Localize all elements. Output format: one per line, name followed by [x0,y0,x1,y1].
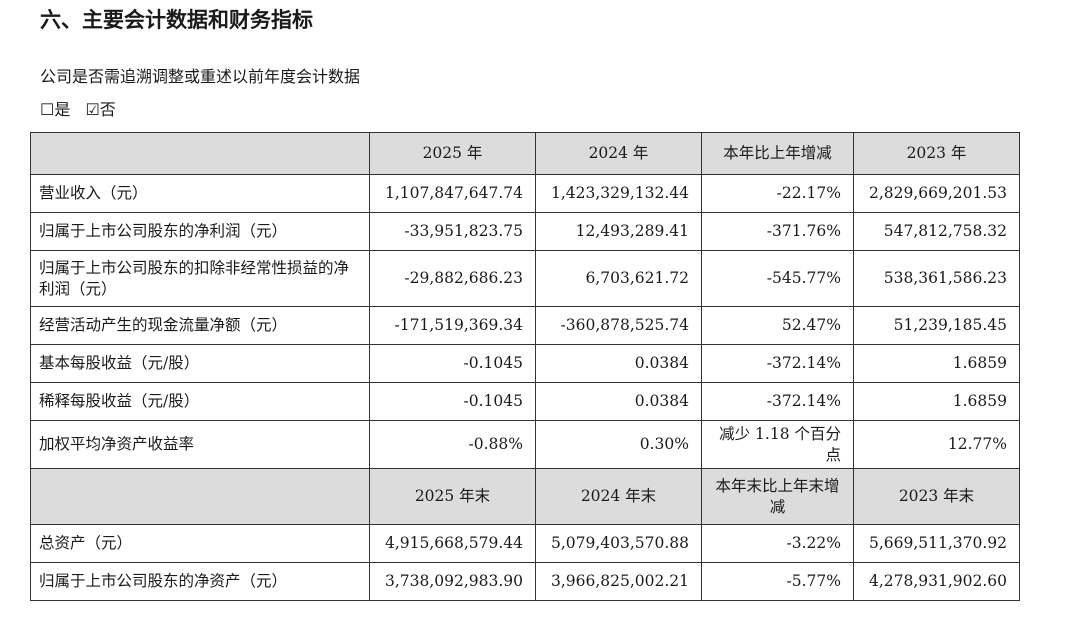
cell-value: -372.14% [701,344,854,383]
cell-value: -371.76% [701,212,854,251]
subheader-cell-2025: 2025 年末 [369,468,536,525]
cell-value: -372.14% [701,382,854,421]
cell-value: 0.0384 [535,344,702,383]
table-header-row: 2025 年 2024 年 本年比上年增减 2023 年 [30,132,1020,175]
table-row: 归属于上市公司股东的扣除非经常性损益的净利润（元） -29,882,686.23… [30,250,1020,307]
cell-value: 0.30% [535,420,702,469]
row-label: 营业收入（元） [30,174,370,213]
cell-value: 5,669,511,370.92 [853,524,1020,563]
table-subheader-row: 2025 年末 2024 年末 本年末比上年末增减 2023 年末 [30,468,1020,525]
cell-value: 12.77% [853,420,1020,469]
row-label: 基本每股收益（元/股） [30,344,370,383]
cell-value: -22.17% [701,174,854,213]
cell-value: 减少 1.18 个百分点 [701,420,854,469]
header-cell-2024: 2024 年 [535,132,702,175]
cell-value: 1.6859 [853,344,1020,383]
table-row: 总资产（元） 4,915,668,579.44 5,079,403,570.88… [30,524,1020,563]
financial-indicators-table: 2025 年 2024 年 本年比上年增减 2023 年 营业收入（元） 1,1… [30,132,1020,601]
cell-value: -171,519,369.34 [369,306,536,345]
cell-value: -545.77% [701,250,854,307]
cell-value: -33,951,823.75 [369,212,536,251]
cell-value: 3,738,092,983.90 [369,562,536,601]
cell-value: 2,829,669,201.53 [853,174,1020,213]
cell-value: -360,878,525.74 [535,306,702,345]
restatement-question: 公司是否需追溯调整或重述以前年度会计数据 [40,67,361,86]
row-label: 加权平均净资产收益率 [30,420,370,469]
subheader-cell-label [30,468,370,525]
row-label: 总资产（元） [30,524,370,563]
cell-value: -0.88% [369,420,536,469]
cell-value: 12,493,289.41 [535,212,702,251]
option-yes-label: 是 [54,100,71,119]
subheader-cell-change: 本年末比上年末增减 [701,468,854,525]
cell-value: -3.22% [701,524,854,563]
cell-value: 1,107,847,647.74 [369,174,536,213]
cell-value: -29,882,686.23 [369,250,536,307]
cell-value: 52.47% [701,306,854,345]
row-label: 归属于上市公司股东的净利润（元） [30,212,370,251]
restatement-options: ☐是 ☑否 [40,99,116,121]
cell-value: -0.1045 [369,382,536,421]
cell-value: -5.77% [701,562,854,601]
section-title: 六、主要会计数据和财务指标 [40,8,313,32]
cell-value: 51,239,185.45 [853,306,1020,345]
cell-value: 6,703,621.72 [535,250,702,307]
row-label: 归属于上市公司股东的净资产（元） [30,562,370,601]
cell-value: 3,966,825,002.21 [535,562,702,601]
checkbox-no-icon[interactable]: ☑ [85,100,100,119]
table-row: 稀释每股收益（元/股） -0.1045 0.0384 -372.14% 1.68… [30,382,1020,421]
cell-value: -0.1045 [369,344,536,383]
option-no-label: 否 [99,100,116,119]
header-cell-2025: 2025 年 [369,132,536,175]
table-row: 基本每股收益（元/股） -0.1045 0.0384 -372.14% 1.68… [30,344,1020,383]
header-cell-change: 本年比上年增减 [701,132,854,175]
table-row: 归属于上市公司股东的净资产（元） 3,738,092,983.90 3,966,… [30,562,1020,601]
row-label: 归属于上市公司股东的扣除非经常性损益的净利润（元） [30,250,370,307]
table-row: 经营活动产生的现金流量净额（元） -171,519,369.34 -360,87… [30,306,1020,345]
row-label: 稀释每股收益（元/股） [30,382,370,421]
header-cell-2023: 2023 年 [853,132,1020,175]
cell-value: 1,423,329,132.44 [535,174,702,213]
cell-value: 1.6859 [853,382,1020,421]
cell-value: 5,079,403,570.88 [535,524,702,563]
table-row: 营业收入（元） 1,107,847,647.74 1,423,329,132.4… [30,174,1020,213]
cell-value: 0.0384 [535,382,702,421]
cell-value: 547,812,758.32 [853,212,1020,251]
row-label: 经营活动产生的现金流量净额（元） [30,306,370,345]
checkbox-yes-icon[interactable]: ☐ [40,100,55,119]
table-row: 加权平均净资产收益率 -0.88% 0.30% 减少 1.18 个百分点 12.… [30,420,1020,469]
table-row: 归属于上市公司股东的净利润（元） -33,951,823.75 12,493,2… [30,212,1020,251]
cell-value: 4,278,931,902.60 [853,562,1020,601]
cell-value: 538,361,586.23 [853,250,1020,307]
cell-value: 4,915,668,579.44 [369,524,536,563]
subheader-cell-2024: 2024 年末 [535,468,702,525]
subheader-cell-2023: 2023 年末 [853,468,1020,525]
header-cell-label [30,132,370,175]
